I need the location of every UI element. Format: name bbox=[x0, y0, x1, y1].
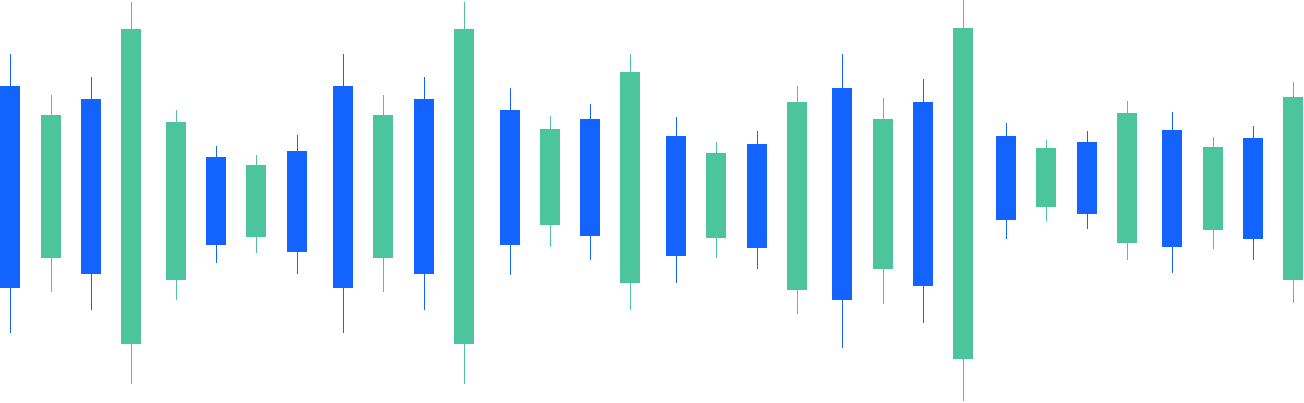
candle-body bbox=[1203, 147, 1223, 230]
candle bbox=[747, 131, 767, 269]
candle bbox=[206, 146, 226, 263]
candle bbox=[540, 116, 560, 247]
candle bbox=[1203, 137, 1223, 249]
candle bbox=[0, 54, 20, 333]
candle-body bbox=[747, 144, 767, 248]
candle bbox=[580, 104, 600, 260]
candle bbox=[1036, 140, 1056, 221]
candle-body bbox=[1162, 130, 1182, 247]
candle-body bbox=[0, 86, 20, 288]
candle bbox=[666, 117, 686, 283]
candle-body bbox=[500, 110, 520, 245]
candle-body bbox=[206, 157, 226, 245]
candle-body bbox=[287, 151, 307, 252]
candle-body bbox=[787, 102, 807, 290]
candle-body bbox=[1077, 142, 1097, 214]
candle-body bbox=[373, 115, 393, 258]
candle bbox=[454, 2, 474, 384]
candle bbox=[996, 123, 1016, 239]
candle-body bbox=[666, 136, 686, 256]
candle-body bbox=[81, 99, 101, 274]
candle-body bbox=[1243, 138, 1263, 239]
candle bbox=[287, 135, 307, 274]
candle-body bbox=[580, 119, 600, 236]
candle bbox=[706, 142, 726, 258]
candle-body bbox=[1117, 113, 1137, 243]
candle-body bbox=[1283, 97, 1303, 280]
candle-body bbox=[1036, 148, 1056, 207]
candle bbox=[414, 77, 434, 310]
candle bbox=[333, 54, 353, 333]
candle bbox=[81, 77, 101, 310]
candle bbox=[1243, 126, 1263, 260]
candle bbox=[1117, 101, 1137, 260]
candle bbox=[1162, 112, 1182, 273]
candle-body bbox=[41, 115, 61, 258]
candle-body bbox=[996, 136, 1016, 220]
candle bbox=[913, 79, 933, 323]
candle-body bbox=[953, 28, 973, 359]
candle-body bbox=[540, 129, 560, 225]
candle-body bbox=[414, 99, 434, 274]
candle bbox=[373, 95, 393, 292]
candle bbox=[246, 155, 266, 253]
candle bbox=[166, 110, 186, 300]
candle bbox=[500, 88, 520, 275]
candle-body bbox=[706, 153, 726, 238]
candle bbox=[1077, 131, 1097, 229]
candle-body bbox=[333, 86, 353, 288]
candle bbox=[620, 54, 640, 310]
candle-body bbox=[913, 102, 933, 286]
candle bbox=[41, 95, 61, 292]
candle-body bbox=[620, 72, 640, 283]
candle-body bbox=[454, 29, 474, 344]
candle bbox=[873, 98, 893, 304]
candle bbox=[832, 54, 852, 348]
candle bbox=[1283, 82, 1303, 303]
candle-body bbox=[832, 88, 852, 300]
candle-body bbox=[873, 119, 893, 269]
candle-body bbox=[246, 165, 266, 237]
candle bbox=[787, 86, 807, 314]
candle-body bbox=[121, 29, 141, 344]
candle-body bbox=[166, 122, 186, 280]
candle bbox=[953, 0, 973, 401]
candle bbox=[121, 2, 141, 384]
